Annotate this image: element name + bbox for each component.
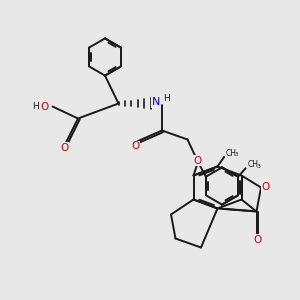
Text: 3: 3	[256, 164, 260, 169]
Text: 3: 3	[235, 152, 238, 157]
Text: CH: CH	[226, 148, 237, 158]
Text: CH: CH	[248, 160, 259, 169]
Text: N: N	[152, 97, 160, 107]
Text: O: O	[253, 235, 261, 245]
Text: O: O	[60, 143, 69, 153]
Text: O: O	[40, 101, 48, 112]
Text: H: H	[163, 94, 170, 103]
Text: O: O	[261, 182, 270, 193]
Text: H: H	[32, 102, 38, 111]
Text: O: O	[131, 141, 139, 152]
Text: O: O	[194, 155, 202, 166]
